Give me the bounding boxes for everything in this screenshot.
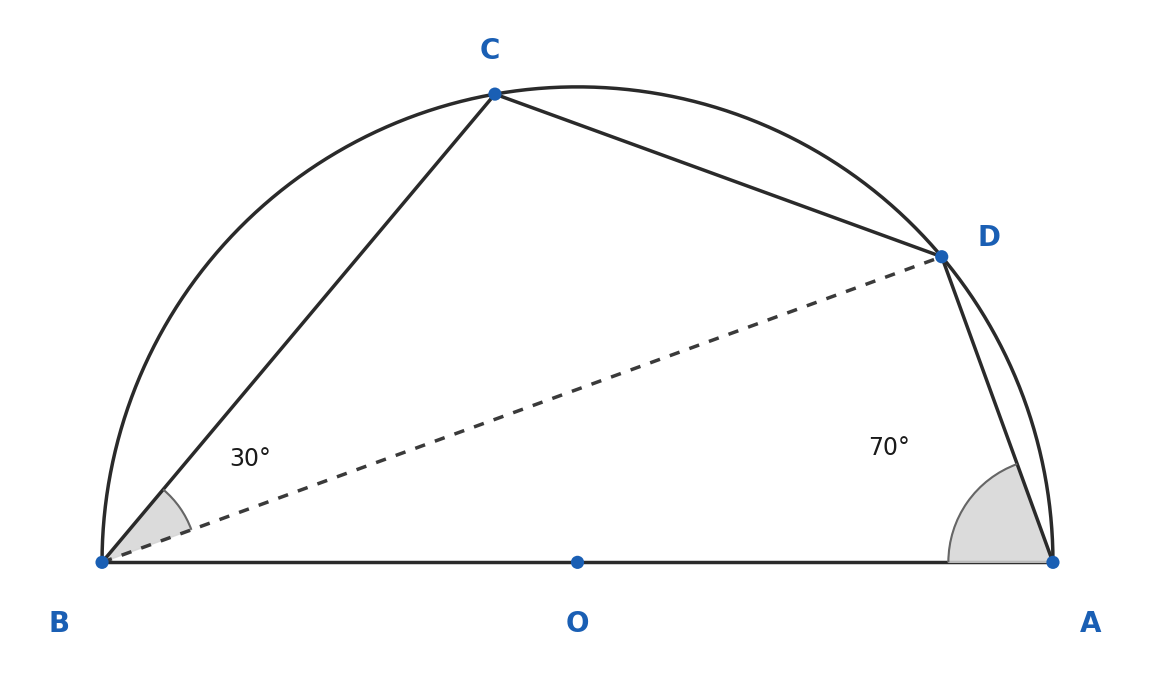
Text: A: A: [1080, 610, 1102, 638]
Text: D: D: [978, 223, 1000, 252]
Text: C: C: [480, 37, 500, 65]
Point: [486, 89, 505, 100]
Text: 70°: 70°: [869, 436, 910, 460]
Text: 30°: 30°: [229, 447, 271, 470]
Wedge shape: [102, 489, 192, 563]
Wedge shape: [948, 464, 1053, 563]
Point: [1044, 557, 1063, 568]
Point: [92, 557, 111, 568]
Text: B: B: [49, 610, 69, 638]
Point: [932, 251, 951, 262]
Point: [568, 557, 587, 568]
Text: O: O: [566, 610, 589, 638]
